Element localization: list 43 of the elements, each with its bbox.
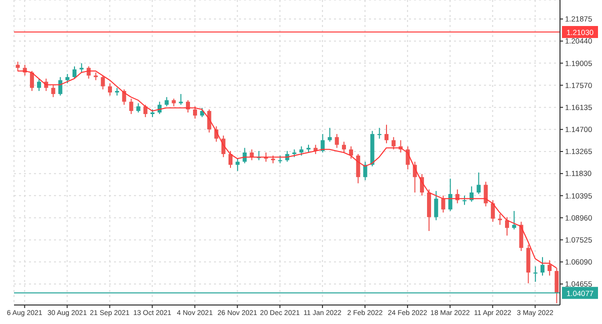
candlestick — [193, 106, 198, 120]
candlestick — [512, 210, 516, 230]
candlestick — [342, 141, 346, 153]
candlestick — [136, 102, 140, 113]
candlestick — [334, 134, 339, 148]
candlestick — [228, 150, 232, 168]
candlestick — [186, 100, 190, 113]
candlestick — [392, 136, 396, 150]
candlestick — [129, 98, 134, 115]
candlestick — [320, 134, 325, 153]
candlestick — [80, 62, 84, 73]
candlestick — [30, 70, 34, 92]
candlestick — [554, 267, 559, 304]
candlestick — [498, 214, 502, 226]
candlestick — [100, 75, 105, 90]
candlestick — [448, 178, 452, 212]
candlestick — [490, 200, 495, 222]
candlestick — [384, 124, 388, 144]
candlestick — [462, 195, 466, 206]
candlestick — [37, 78, 42, 92]
candlestick — [236, 158, 240, 172]
candlestick — [164, 96, 169, 107]
candlestick — [299, 146, 304, 156]
candlestick — [476, 172, 481, 195]
candlestick — [441, 195, 446, 214]
candlestick — [108, 82, 112, 96]
candlestick — [377, 127, 382, 140]
candlestick — [328, 127, 332, 142]
candlestick — [16, 61, 20, 72]
candlestick — [178, 94, 183, 106]
candlestick — [58, 76, 62, 96]
candlestick — [519, 221, 524, 252]
candlestick — [349, 146, 354, 160]
candlestick — [51, 84, 56, 98]
candlestick — [548, 260, 552, 276]
candlestick — [540, 256, 544, 276]
candlestick — [356, 154, 360, 184]
candlestick — [533, 266, 538, 282]
candlestick — [65, 74, 70, 84]
candlestick — [505, 216, 510, 236]
candlestick — [484, 181, 488, 207]
candlestick — [72, 66, 76, 80]
candlestick — [434, 190, 438, 221]
